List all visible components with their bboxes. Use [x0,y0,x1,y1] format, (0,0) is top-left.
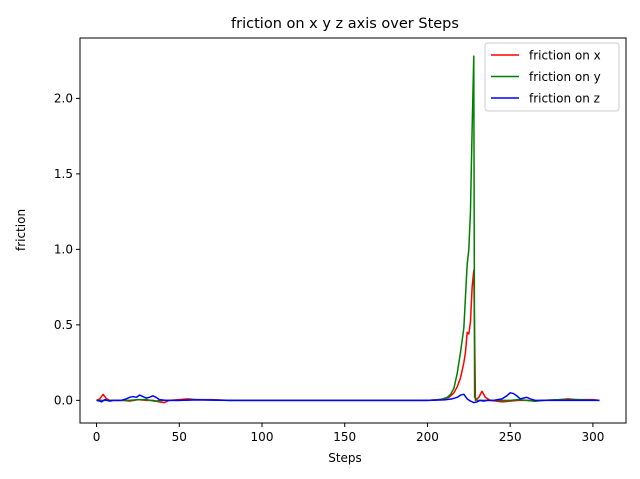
x-axis: 0 50 100 150 200 250 300 [93,423,604,444]
legend-box [484,42,620,112]
x-tick-label: 50 [172,430,187,444]
x-tick-label: 0 [93,430,101,444]
x-tick-label: 150 [333,430,356,444]
legend: friction on x friction on y friction on z [484,42,620,112]
series-layer [96,55,600,404]
legend-label-1: friction on x [529,49,601,63]
chart-title: friction on x y z axis over Steps [231,16,459,32]
y-tick-label: 1.0 [54,242,73,256]
legend-label-3: friction on z [529,92,600,106]
x-tick-label: 100 [251,430,274,444]
series-line-3 [96,392,600,404]
x-tick-label: 300 [581,430,604,444]
y-tick-label: 1.5 [54,167,73,181]
x-tick-label: 200 [416,430,439,444]
y-tick-label: 0.5 [54,318,73,332]
plot-frame [79,37,627,424]
y-axis: 0.0 0.5 1.0 1.5 2.0 [54,91,80,407]
y-tick-label: 0.0 [54,393,73,407]
x-axis-label: Steps [328,451,362,465]
y-tick-label: 2.0 [54,91,73,105]
legend-label-2: friction on y [529,70,601,84]
x-tick-label: 250 [499,430,522,444]
y-axis-label: friction [14,209,28,251]
